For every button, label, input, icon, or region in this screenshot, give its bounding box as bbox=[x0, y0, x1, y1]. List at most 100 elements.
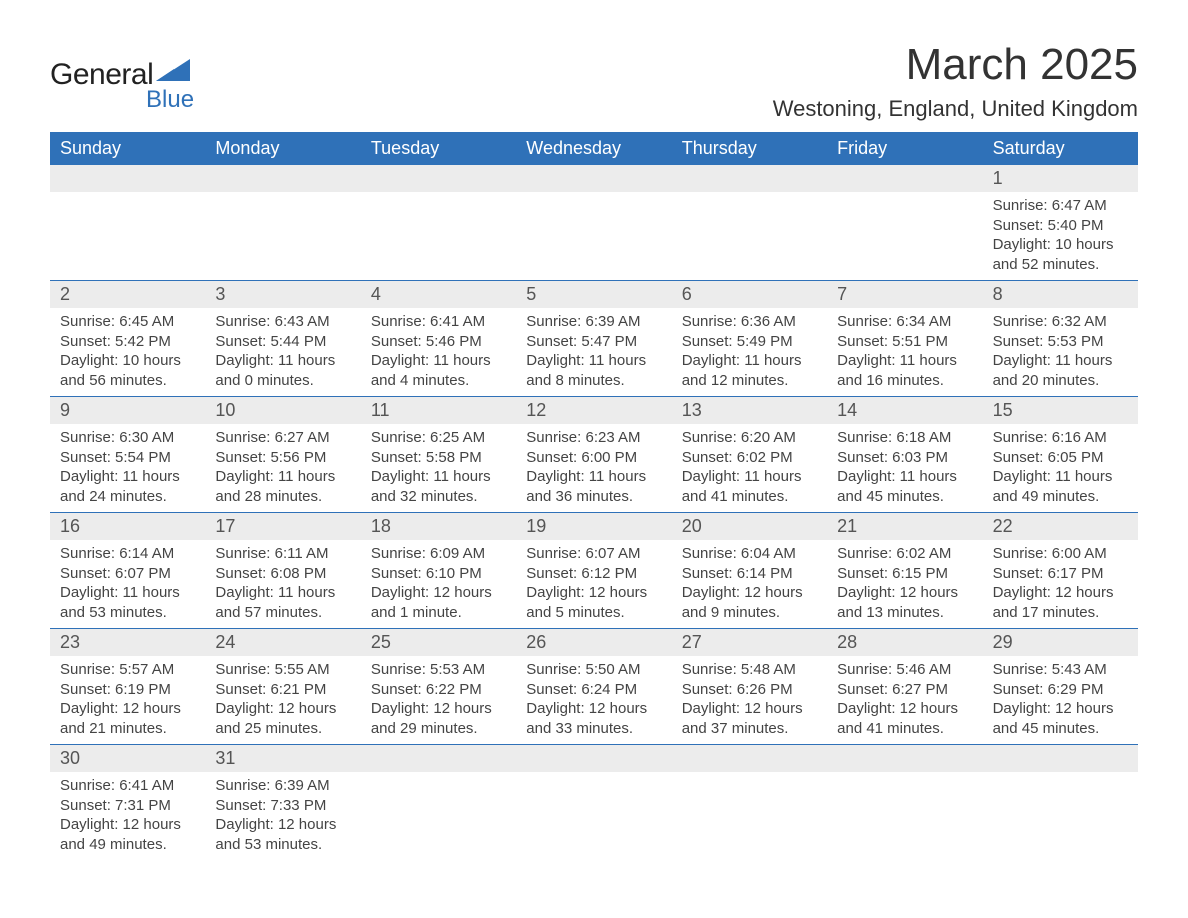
daynum-row: 2345678 bbox=[50, 281, 1138, 308]
day-d1: Daylight: 12 hours bbox=[682, 699, 817, 719]
day-header: Saturday bbox=[983, 132, 1138, 165]
day-d1: Daylight: 11 hours bbox=[215, 583, 350, 603]
day-sunrise: Sunrise: 5:57 AM bbox=[60, 660, 195, 680]
day-d1: Daylight: 11 hours bbox=[837, 467, 972, 487]
day-number: 2 bbox=[50, 281, 205, 308]
day-number: 17 bbox=[205, 513, 360, 540]
day-number: 28 bbox=[827, 629, 982, 656]
day-sunrise: Sunrise: 6:34 AM bbox=[837, 312, 972, 332]
day-cell: Sunrise: 6:45 AMSunset: 5:42 PMDaylight:… bbox=[50, 308, 205, 396]
day-sunrise: Sunrise: 6:47 AM bbox=[993, 196, 1128, 216]
day-sunrise: Sunrise: 6:41 AM bbox=[371, 312, 506, 332]
day-cell bbox=[672, 772, 827, 860]
day-number: 12 bbox=[516, 397, 671, 424]
day-sunrise: Sunrise: 6:18 AM bbox=[837, 428, 972, 448]
day-header: Monday bbox=[205, 132, 360, 165]
day-d2: and 45 minutes. bbox=[837, 487, 972, 507]
day-d2: and 1 minute. bbox=[371, 603, 506, 623]
day-sunset: Sunset: 5:44 PM bbox=[215, 332, 350, 352]
day-d1: Daylight: 11 hours bbox=[60, 583, 195, 603]
day-number: 11 bbox=[361, 397, 516, 424]
day-number bbox=[516, 745, 671, 772]
day-number: 21 bbox=[827, 513, 982, 540]
title-block: March 2025 Westoning, England, United Ki… bbox=[773, 40, 1138, 122]
day-cell: Sunrise: 5:50 AMSunset: 6:24 PMDaylight:… bbox=[516, 656, 671, 744]
data-row: Sunrise: 6:30 AMSunset: 5:54 PMDaylight:… bbox=[50, 424, 1138, 512]
day-sunset: Sunset: 5:54 PM bbox=[60, 448, 195, 468]
day-d2: and 21 minutes. bbox=[60, 719, 195, 739]
day-cell: Sunrise: 6:04 AMSunset: 6:14 PMDaylight:… bbox=[672, 540, 827, 628]
day-sunrise: Sunrise: 6:04 AM bbox=[682, 544, 817, 564]
day-number: 14 bbox=[827, 397, 982, 424]
day-sunset: Sunset: 6:10 PM bbox=[371, 564, 506, 584]
day-sunrise: Sunrise: 5:50 AM bbox=[526, 660, 661, 680]
day-number: 20 bbox=[672, 513, 827, 540]
day-sunrise: Sunrise: 5:46 AM bbox=[837, 660, 972, 680]
day-number bbox=[50, 165, 205, 192]
day-cell: Sunrise: 5:53 AMSunset: 6:22 PMDaylight:… bbox=[361, 656, 516, 744]
day-sunset: Sunset: 6:08 PM bbox=[215, 564, 350, 584]
day-cell: Sunrise: 6:41 AMSunset: 7:31 PMDaylight:… bbox=[50, 772, 205, 860]
day-cell: Sunrise: 6:43 AMSunset: 5:44 PMDaylight:… bbox=[205, 308, 360, 396]
day-sunset: Sunset: 5:53 PM bbox=[993, 332, 1128, 352]
day-d1: Daylight: 10 hours bbox=[60, 351, 195, 371]
day-d2: and 41 minutes. bbox=[837, 719, 972, 739]
day-d1: Daylight: 11 hours bbox=[371, 351, 506, 371]
day-number bbox=[827, 165, 982, 192]
day-d2: and 24 minutes. bbox=[60, 487, 195, 507]
daynum-row: 3031 bbox=[50, 745, 1138, 772]
day-d2: and 36 minutes. bbox=[526, 487, 661, 507]
day-cell: Sunrise: 5:46 AMSunset: 6:27 PMDaylight:… bbox=[827, 656, 982, 744]
day-d2: and 53 minutes. bbox=[215, 835, 350, 855]
day-sunrise: Sunrise: 6:45 AM bbox=[60, 312, 195, 332]
day-sunset: Sunset: 6:19 PM bbox=[60, 680, 195, 700]
day-sunset: Sunset: 6:00 PM bbox=[526, 448, 661, 468]
data-row: Sunrise: 6:47 AMSunset: 5:40 PMDaylight:… bbox=[50, 192, 1138, 280]
day-sunset: Sunset: 5:46 PM bbox=[371, 332, 506, 352]
day-cell bbox=[361, 772, 516, 860]
day-d2: and 28 minutes. bbox=[215, 487, 350, 507]
day-sunrise: Sunrise: 6:09 AM bbox=[371, 544, 506, 564]
week-row: 23242526272829Sunrise: 5:57 AMSunset: 6:… bbox=[50, 629, 1138, 745]
day-d1: Daylight: 12 hours bbox=[371, 699, 506, 719]
day-number: 10 bbox=[205, 397, 360, 424]
day-d2: and 32 minutes. bbox=[371, 487, 506, 507]
day-number bbox=[827, 745, 982, 772]
day-d1: Daylight: 12 hours bbox=[60, 699, 195, 719]
day-d1: Daylight: 11 hours bbox=[215, 467, 350, 487]
day-d1: Daylight: 11 hours bbox=[526, 351, 661, 371]
day-sunrise: Sunrise: 5:55 AM bbox=[215, 660, 350, 680]
day-sunset: Sunset: 7:33 PM bbox=[215, 796, 350, 816]
day-d2: and 33 minutes. bbox=[526, 719, 661, 739]
day-number: 26 bbox=[516, 629, 671, 656]
day-d1: Daylight: 11 hours bbox=[837, 351, 972, 371]
day-sunset: Sunset: 6:29 PM bbox=[993, 680, 1128, 700]
day-d2: and 9 minutes. bbox=[682, 603, 817, 623]
day-d1: Daylight: 12 hours bbox=[837, 699, 972, 719]
day-header: Friday bbox=[827, 132, 982, 165]
day-number bbox=[672, 745, 827, 772]
day-sunrise: Sunrise: 6:23 AM bbox=[526, 428, 661, 448]
month-title: March 2025 bbox=[773, 40, 1138, 90]
day-cell bbox=[827, 772, 982, 860]
day-cell bbox=[516, 772, 671, 860]
day-sunset: Sunset: 6:07 PM bbox=[60, 564, 195, 584]
day-d2: and 5 minutes. bbox=[526, 603, 661, 623]
day-cell: Sunrise: 6:47 AMSunset: 5:40 PMDaylight:… bbox=[983, 192, 1138, 280]
day-cell: Sunrise: 6:07 AMSunset: 6:12 PMDaylight:… bbox=[516, 540, 671, 628]
day-sunrise: Sunrise: 6:14 AM bbox=[60, 544, 195, 564]
day-d2: and 52 minutes. bbox=[993, 255, 1128, 275]
calendar: SundayMondayTuesdayWednesdayThursdayFrid… bbox=[50, 132, 1138, 860]
day-d1: Daylight: 11 hours bbox=[526, 467, 661, 487]
day-number bbox=[983, 745, 1138, 772]
day-number: 23 bbox=[50, 629, 205, 656]
day-number: 19 bbox=[516, 513, 671, 540]
day-d2: and 49 minutes. bbox=[993, 487, 1128, 507]
day-cell: Sunrise: 6:02 AMSunset: 6:15 PMDaylight:… bbox=[827, 540, 982, 628]
daynum-row: 1 bbox=[50, 165, 1138, 192]
logo-text-general: General bbox=[50, 58, 153, 92]
day-cell: Sunrise: 6:20 AMSunset: 6:02 PMDaylight:… bbox=[672, 424, 827, 512]
day-number: 13 bbox=[672, 397, 827, 424]
day-cell bbox=[516, 192, 671, 280]
day-sunrise: Sunrise: 6:43 AM bbox=[215, 312, 350, 332]
